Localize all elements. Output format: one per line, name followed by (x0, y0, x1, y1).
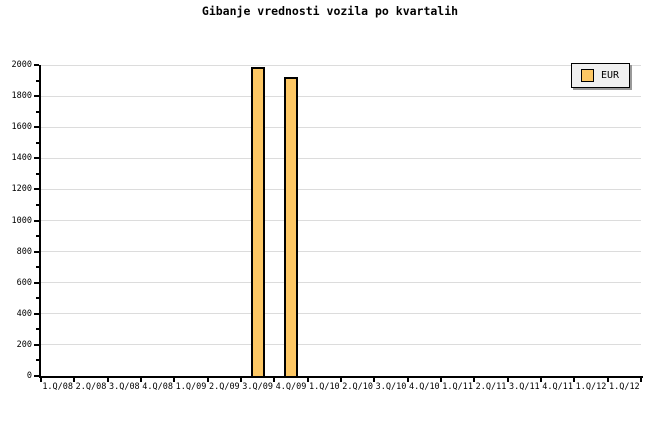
x-axis-tick-label: 2.Q/08 (75, 382, 107, 392)
x-axis-tick-label: 4.Q/09 (275, 382, 307, 392)
y-axis-tick-label: 1600 (11, 122, 32, 133)
y-axis-minor-tick (36, 266, 39, 269)
x-axis-tick-label: 3.Q/08 (108, 382, 140, 392)
x-axis-tick (340, 378, 342, 382)
y-axis-tick-label: 1000 (11, 215, 32, 226)
y-axis-major-tick (34, 343, 39, 346)
y-axis-minor-tick (36, 79, 39, 82)
y-axis-minor-tick (36, 110, 39, 113)
y-axis-minor-tick (36, 328, 39, 331)
y-axis-tick-label: 0 (26, 371, 32, 381)
legend: EUR (571, 63, 631, 88)
x-axis-line (39, 376, 643, 378)
gridline (41, 344, 641, 346)
x-axis-tick-label: 1.Q/12 (608, 382, 640, 392)
x-axis-tick-label: 1.Q/11 (442, 382, 474, 392)
x-axis-tick (273, 378, 276, 382)
x-axis-tick-label: 2.Q/10 (342, 382, 374, 392)
gridline (41, 188, 641, 190)
y-axis-major-tick (34, 95, 39, 98)
y-axis-minor-tick (36, 359, 39, 362)
x-axis-tick (506, 378, 509, 382)
y-axis-tick-label: 600 (16, 277, 32, 288)
x-axis-tick (473, 378, 476, 382)
y-axis-tick-label: 2000 (11, 60, 32, 70)
gridline (41, 220, 641, 221)
x-axis-tick (640, 378, 642, 382)
x-axis-tick (73, 378, 76, 382)
x-axis-tick (206, 378, 209, 382)
y-axis-tick-label: 1800 (11, 91, 32, 102)
x-axis-tick (573, 378, 576, 382)
y-axis-major-tick (34, 157, 39, 160)
y-axis-tick-label: 1400 (11, 153, 32, 164)
plot-area: 0 200 400 600 800 1000 1200 1400 1600 1800 2000 1.Q… (12, 60, 643, 392)
y-axis-minor-tick (36, 297, 39, 300)
y-axis-major-tick (34, 126, 39, 129)
x-axis-tick-label: 3.Q/09 (242, 382, 274, 392)
x-axis-tick (406, 378, 409, 382)
y-axis-major-tick (34, 281, 39, 284)
bar-3.Q/09 (250, 66, 265, 376)
y-axis-tick-label: 1200 (11, 184, 32, 195)
x-axis-tick-label: 2.Q/09 (208, 382, 240, 392)
x-axis-tick-label: 1.Q/08 (42, 382, 74, 392)
x-axis-tick (540, 378, 542, 382)
x-axis-tick (40, 378, 42, 382)
gridline (41, 282, 641, 284)
y-axis-line (39, 65, 41, 378)
x-axis-tick (440, 378, 442, 382)
x-axis-tick (240, 378, 242, 382)
y-axis-tick-label: 200 (16, 339, 32, 350)
gridline (41, 95, 641, 97)
x-axis-tick-label: 4.Q/10 (408, 382, 440, 392)
gridline (41, 251, 641, 253)
y-axis-major-tick (34, 375, 39, 377)
y-axis-tick-label: 400 (16, 308, 32, 319)
x-axis-tick (140, 378, 142, 382)
x-axis-tick (606, 378, 609, 382)
x-axis-tick (106, 378, 109, 382)
y-axis-major-tick (34, 250, 39, 253)
legend-swatch-icon (581, 69, 594, 82)
x-axis-tick-label: 1.Q/09 (175, 382, 207, 392)
x-axis-tick-label: 2.Q/11 (475, 382, 507, 392)
y-axis-tick-label: 800 (16, 246, 32, 257)
y-axis-minor-tick (36, 203, 39, 206)
x-axis-tick (306, 378, 309, 382)
y-axis-minor-tick (36, 141, 39, 144)
y-axis-minor-tick (36, 172, 39, 175)
y-axis-major-tick (34, 312, 39, 315)
x-axis-tick-label: 4.Q/08 (142, 382, 174, 392)
x-axis-tick (373, 378, 376, 382)
x-axis-tick-label: 3.Q/11 (508, 382, 540, 392)
y-axis-minor-tick (36, 235, 39, 238)
x-axis-tick-label: 4.Q/11 (542, 382, 574, 392)
x-axis-tick (173, 378, 176, 382)
gridline (41, 157, 641, 159)
y-axis-major-tick (34, 219, 39, 222)
gridline (41, 313, 641, 315)
x-axis-tick-label: 3.Q/10 (375, 382, 407, 392)
x-axis-tick-label: 1.Q/10 (308, 382, 340, 392)
y-axis-major-tick (34, 188, 39, 191)
gridline (41, 126, 641, 128)
legend-label: EUR (601, 69, 620, 81)
y-axis-major-tick (34, 64, 39, 66)
x-axis-tick-label: 1.Q/12 (575, 382, 607, 392)
bar-4.Q/09 (284, 76, 298, 376)
chart-title: Gibanje vrednosti vozila po kvartalih (201, 4, 459, 18)
gridline (41, 64, 641, 66)
